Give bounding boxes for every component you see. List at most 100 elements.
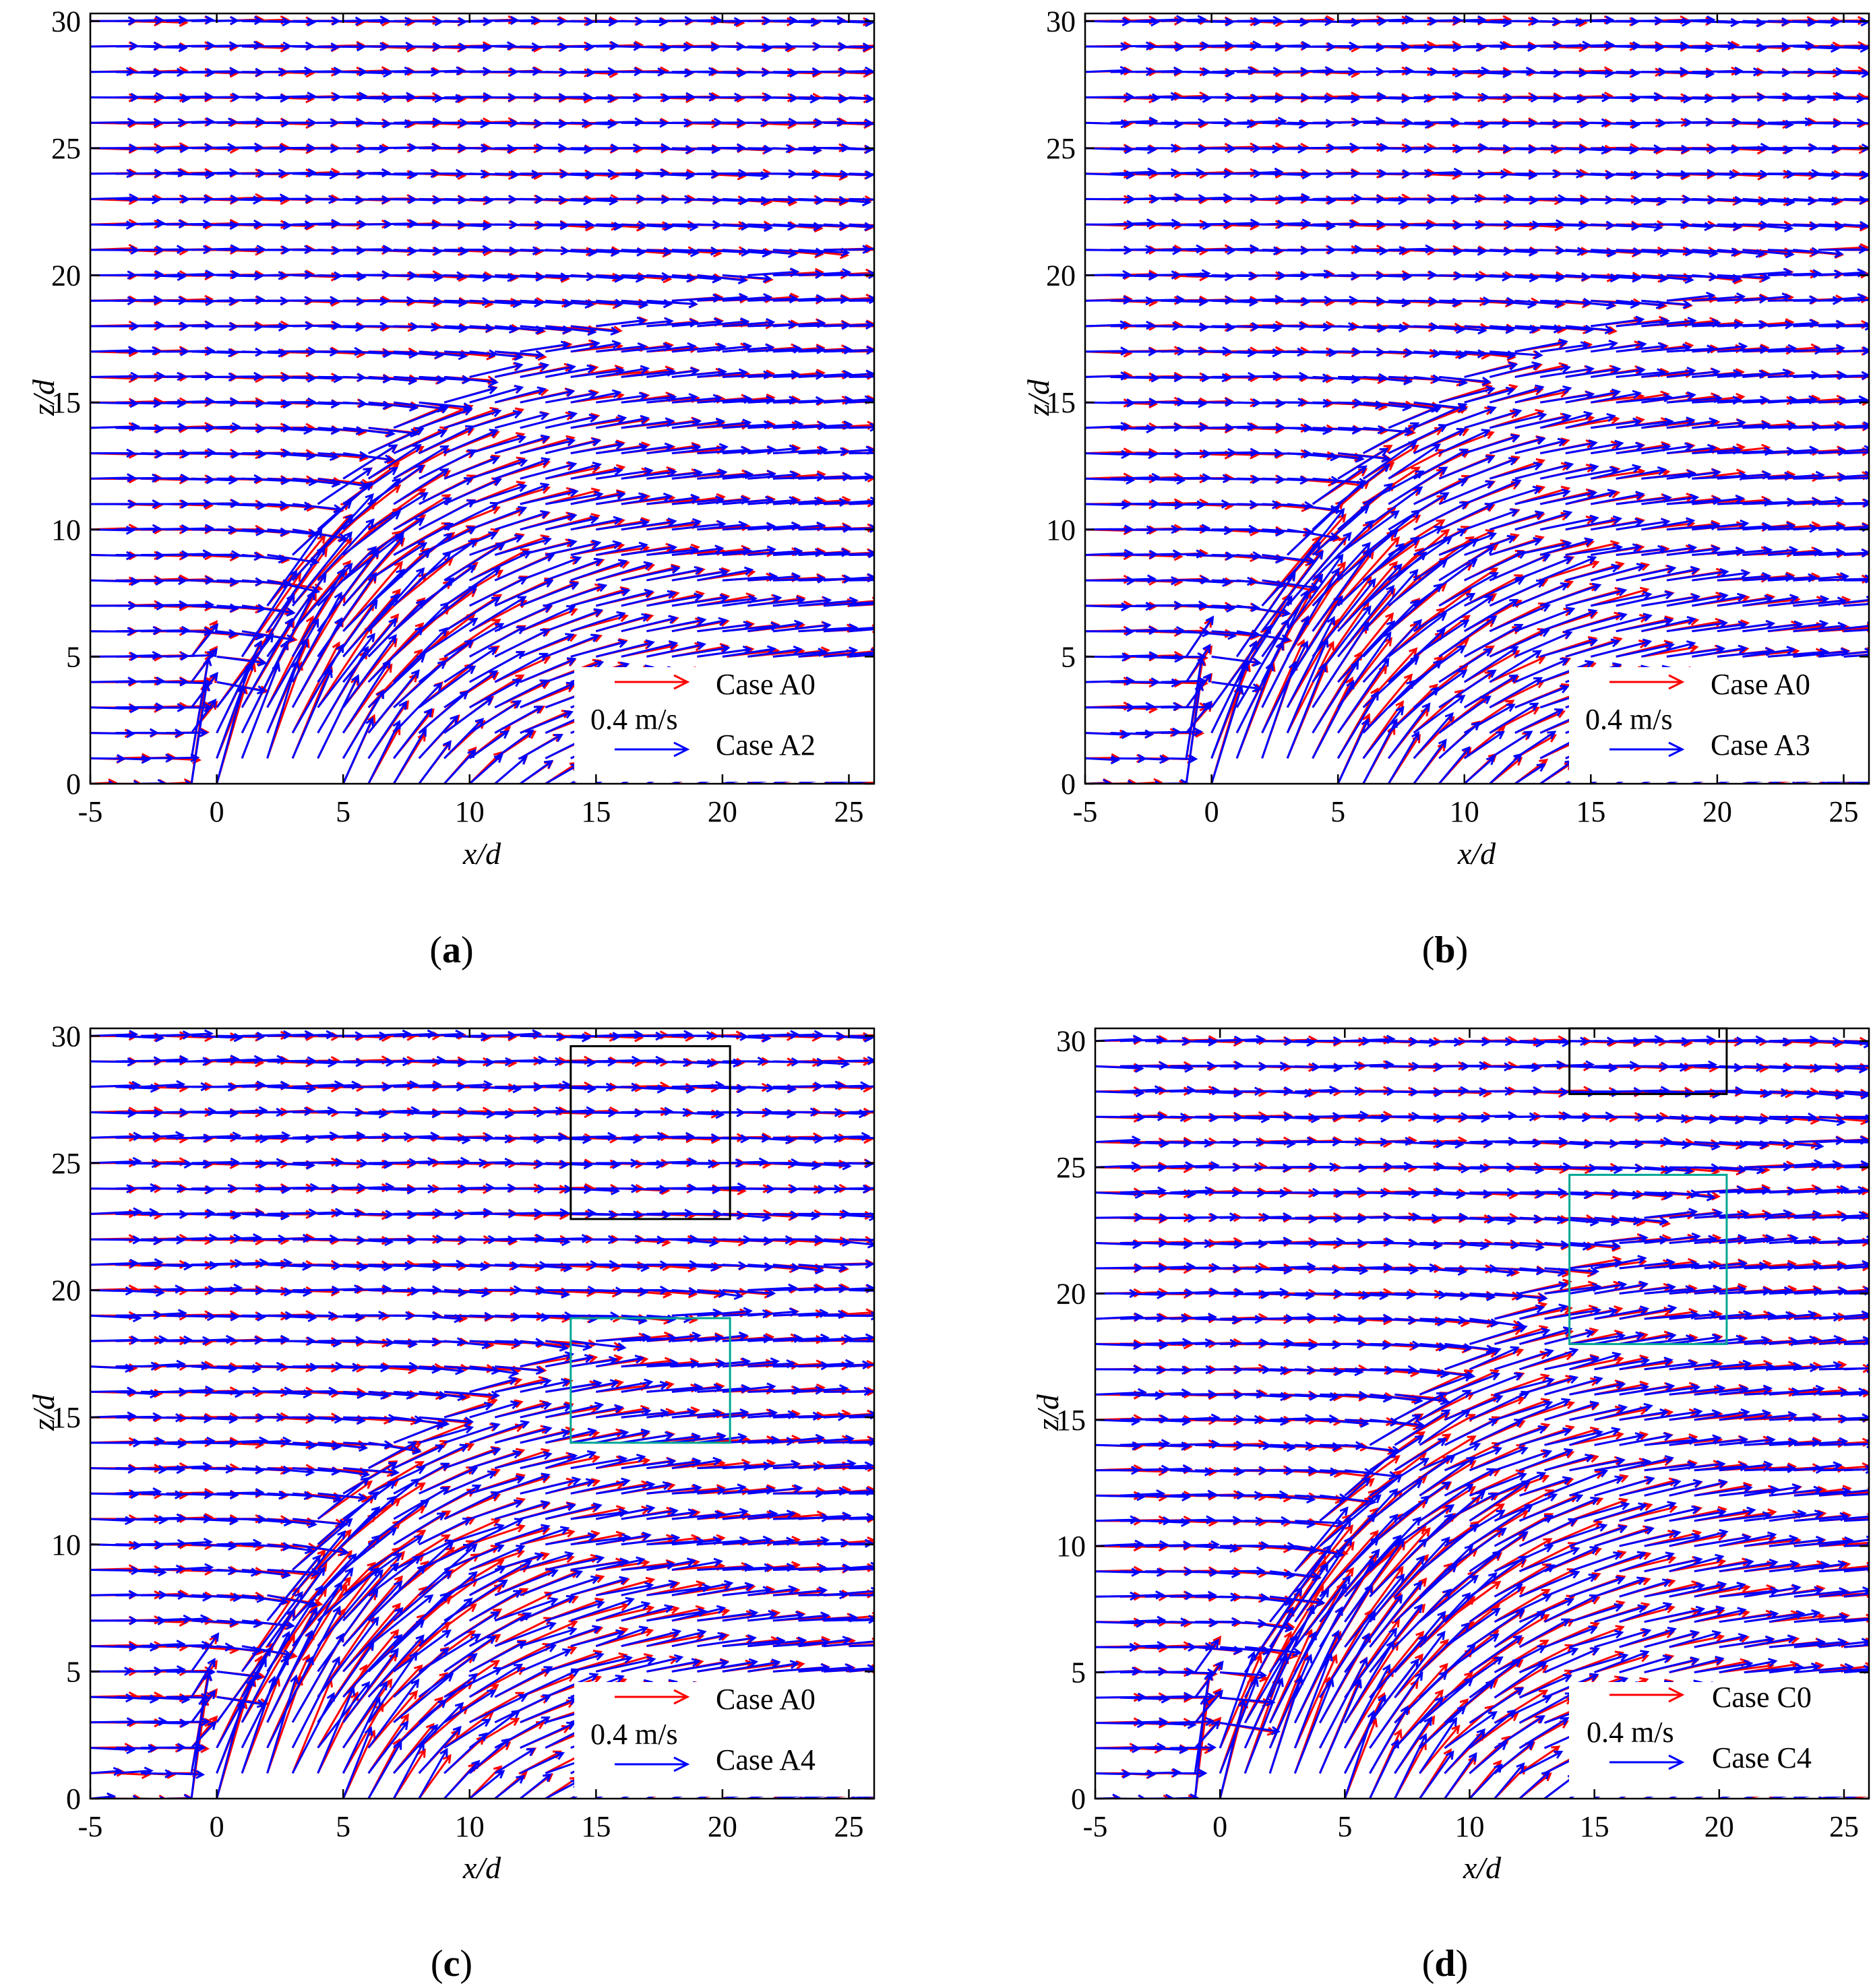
legend-label-reference-a: Case A0 bbox=[716, 668, 816, 701]
x-tick-label: 20 bbox=[1702, 795, 1732, 828]
panel-label-b: (b) bbox=[1422, 929, 1468, 971]
comparison-vector bbox=[443, 531, 498, 556]
comparison-vector bbox=[570, 639, 627, 658]
comparison-vector bbox=[545, 196, 593, 206]
comparison-vector bbox=[1161, 168, 1206, 177]
comparison-vector bbox=[418, 639, 474, 683]
comparison-vector bbox=[1641, 391, 1696, 404]
comparison-vector bbox=[873, 503, 874, 504]
y-tick-label: 30 bbox=[1046, 5, 1076, 38]
comparison-vector bbox=[1565, 587, 1628, 607]
comparison-vector bbox=[1287, 528, 1340, 542]
comparison-vector bbox=[1539, 638, 1599, 658]
comparison-vector bbox=[1692, 592, 1747, 607]
comparison-vector bbox=[1338, 323, 1387, 333]
comparison-vector bbox=[570, 559, 628, 582]
comparison-vector bbox=[849, 121, 874, 125]
x-axis-label-b: x/d bbox=[1457, 836, 1496, 871]
comparison-vector bbox=[697, 196, 749, 206]
comparison-vector bbox=[367, 444, 422, 480]
comparison-vector bbox=[1489, 510, 1545, 531]
y-tick-label: 25 bbox=[1046, 132, 1076, 165]
comparison-vector bbox=[1464, 193, 1515, 204]
comparison-vector bbox=[747, 68, 799, 78]
comparison-vector bbox=[520, 272, 570, 282]
comparison-vector bbox=[545, 247, 598, 257]
x-tick-label: 5 bbox=[336, 795, 350, 828]
comparison-vector bbox=[1287, 65, 1334, 75]
y-tick-label: 10 bbox=[1046, 514, 1076, 547]
comparison-vector bbox=[520, 710, 574, 734]
comparison-vector bbox=[1843, 425, 1869, 429]
comparison-vector bbox=[1135, 755, 1169, 764]
comparison-vector bbox=[1565, 439, 1624, 455]
comparison-vector bbox=[1565, 515, 1623, 531]
comparison-vector bbox=[873, 655, 874, 657]
comparison-vector bbox=[1490, 195, 1539, 205]
comparison-vector bbox=[1261, 573, 1324, 658]
comparison-vector bbox=[1539, 537, 1594, 556]
comparison-vector bbox=[394, 350, 444, 360]
comparison-vector bbox=[1439, 375, 1492, 386]
comparison-vector bbox=[520, 604, 576, 633]
comparison-vector bbox=[1312, 465, 1368, 505]
comparison-vector bbox=[1161, 549, 1206, 559]
comparison-vector bbox=[1489, 485, 1543, 505]
comparison-vector bbox=[1692, 644, 1748, 658]
comparison-vector bbox=[621, 442, 674, 455]
legend-scale-label-a: 0.4 m/s bbox=[590, 703, 678, 736]
comparison-vector bbox=[1666, 592, 1729, 607]
comparison-vector bbox=[520, 538, 578, 556]
comparison-vector bbox=[1540, 196, 1590, 206]
comparison-vector bbox=[1565, 325, 1614, 335]
comparison-vector bbox=[545, 491, 604, 505]
comparison-vector bbox=[1843, 579, 1869, 582]
comparison-vector bbox=[1591, 93, 1641, 103]
reference-vector bbox=[873, 579, 874, 581]
comparison-vector bbox=[595, 639, 655, 658]
comparison-vector bbox=[469, 483, 528, 505]
comparison-vector bbox=[393, 468, 450, 505]
comparison-vector bbox=[1742, 92, 1794, 102]
comparison-vector bbox=[1514, 509, 1573, 531]
comparison-vector bbox=[1413, 712, 1454, 759]
comparison-vector bbox=[1616, 518, 1671, 531]
reference-vector bbox=[1286, 640, 1334, 734]
comparison-vector bbox=[520, 633, 575, 658]
comparison-vector bbox=[1161, 220, 1212, 230]
comparison-vector bbox=[1438, 669, 1497, 709]
comparison-vector bbox=[1388, 526, 1444, 556]
comparison-vector bbox=[1110, 780, 1135, 784]
comparison-vector bbox=[1843, 121, 1869, 125]
comparison-vector bbox=[1135, 92, 1180, 101]
comparison-vector bbox=[1413, 324, 1465, 334]
comparison-vector bbox=[393, 532, 453, 582]
comparison-vector bbox=[646, 299, 698, 309]
comparison-vector bbox=[1818, 421, 1869, 431]
comparison-vector bbox=[1666, 417, 1719, 429]
comparison-vector bbox=[1110, 218, 1156, 228]
comparison-vector bbox=[545, 413, 598, 429]
comparison-vector bbox=[1438, 746, 1471, 784]
comparison-vector bbox=[849, 223, 874, 227]
comparison-vector bbox=[849, 653, 874, 658]
comparison-vector bbox=[1641, 416, 1696, 429]
y-tick-label: 20 bbox=[1046, 259, 1076, 292]
comparison-vector bbox=[1514, 658, 1570, 683]
comparison-vector bbox=[849, 247, 874, 251]
comparison-vector bbox=[1464, 433, 1521, 455]
comparison-vector bbox=[1591, 366, 1646, 378]
comparison-vector bbox=[772, 621, 832, 633]
panel-c: Case A0 0.4 m/s Case A4 -5 0 5 10 15 20 25 051… bbox=[26, 1020, 876, 1985]
vector-field-b bbox=[1085, 15, 1869, 784]
comparison-vector bbox=[469, 534, 524, 556]
comparison-vector bbox=[368, 219, 419, 228]
comparison-vector bbox=[342, 716, 374, 784]
comparison-vector bbox=[621, 615, 678, 633]
comparison-vector bbox=[671, 617, 728, 633]
x-tick-label: 20 bbox=[708, 795, 737, 828]
comparison-vector bbox=[873, 732, 874, 733]
comparison-vector bbox=[849, 375, 874, 378]
comparison-vector bbox=[1337, 631, 1392, 708]
comparison-vector bbox=[1591, 170, 1643, 180]
